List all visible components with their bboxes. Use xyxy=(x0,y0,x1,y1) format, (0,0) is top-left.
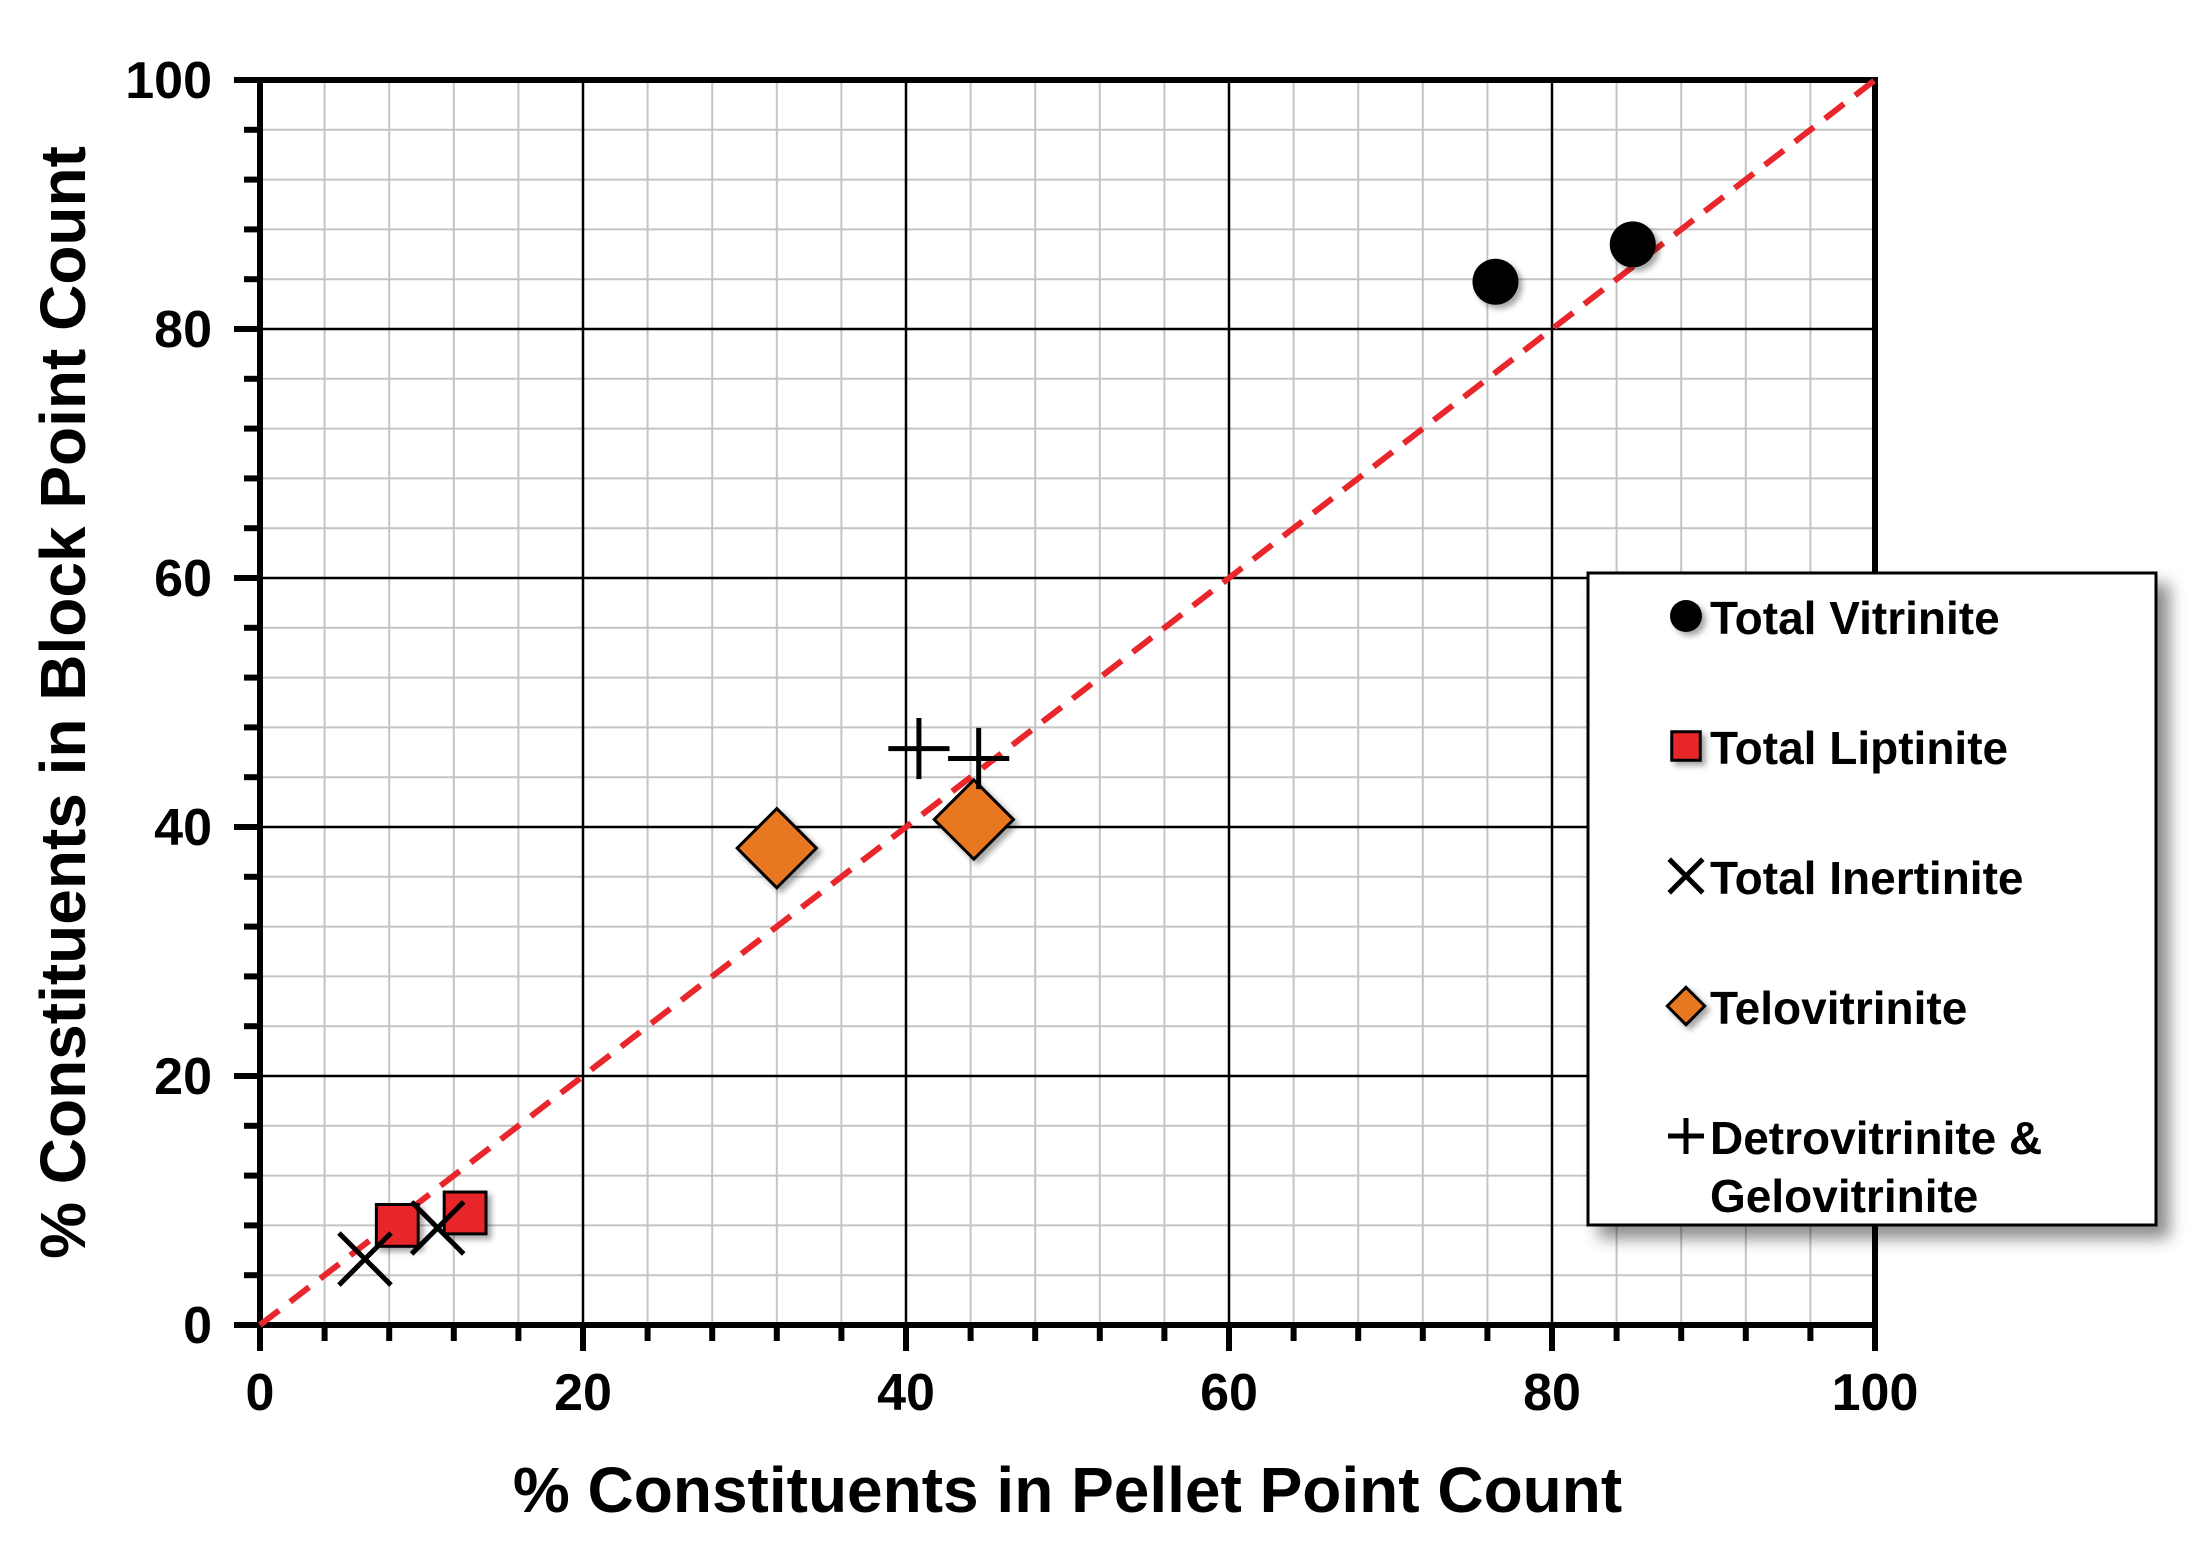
y-tick-labels: 0 20 40 60 80 100 xyxy=(125,52,212,1355)
x-marker-stroke xyxy=(1667,857,1705,895)
square-marker xyxy=(1670,730,1702,762)
legend-item: Total Inertinite xyxy=(1667,852,2024,904)
point-diamond-3-1 xyxy=(932,777,1016,862)
legend-label: Total Inertinite xyxy=(1710,852,2024,904)
legend-label-line: Detrovitrinite & xyxy=(1710,1112,2042,1164)
x-marker-stroke xyxy=(337,1231,393,1287)
legend-marker-square xyxy=(1670,730,1702,762)
circle-marker xyxy=(1609,221,1656,268)
legend-marker-diamond xyxy=(1665,985,1707,1027)
legend-label-line: Gelovitrinite xyxy=(1710,1170,1978,1222)
y-tick-label: 60 xyxy=(154,550,212,608)
circle-marker xyxy=(1472,258,1519,305)
legend-box xyxy=(1586,571,2158,1227)
x-tick-label: 60 xyxy=(1200,1364,1258,1422)
legend-marker-x xyxy=(1667,857,1705,895)
legend-marker-circle xyxy=(1670,600,1702,632)
legend-item: Total Vitrinite xyxy=(1670,592,2000,644)
point-circle-0-0 xyxy=(1472,258,1519,305)
y-axis-title: % Constituents in Block Point Count xyxy=(27,146,99,1259)
x-tick-label: 0 xyxy=(246,1364,275,1422)
legend-item: Total Liptinite xyxy=(1670,722,2008,774)
y-tick-label: 80 xyxy=(154,301,212,359)
data-points xyxy=(337,221,1656,1287)
x-tick-label: 40 xyxy=(877,1364,935,1422)
point-diamond-3-0 xyxy=(735,806,819,890)
point-plus-4-1 xyxy=(948,727,1010,790)
square-marker xyxy=(374,1203,420,1248)
point-x-2-0 xyxy=(337,1231,393,1287)
y-tick-label: 40 xyxy=(154,799,212,857)
x-tick-labels: 0 20 40 60 80 100 xyxy=(246,1364,1919,1422)
legend-label: Telovitrinite xyxy=(1710,982,1967,1034)
legend-label: Total Liptinite xyxy=(1710,722,2008,774)
point-x-2-1 xyxy=(409,1200,466,1256)
point-circle-0-1 xyxy=(1609,221,1656,268)
point-plus-4-0 xyxy=(888,717,950,780)
point-square-1-0 xyxy=(374,1203,420,1248)
diamond-marker xyxy=(932,777,1016,862)
legend-marker-plus xyxy=(1668,1118,1704,1154)
y-tick-label: 100 xyxy=(125,52,212,110)
x-marker-stroke xyxy=(409,1200,466,1256)
x-tick-label: 20 xyxy=(554,1364,612,1422)
x-tick-label: 80 xyxy=(1523,1364,1581,1422)
diamond-marker xyxy=(1665,985,1707,1027)
legend-item: Telovitrinite xyxy=(1665,982,1967,1034)
y-tick-label: 20 xyxy=(154,1048,212,1106)
legend-label: Total Vitrinite xyxy=(1710,592,2000,644)
legend-item: Detrovitrinite & Gelovitrinite xyxy=(1668,1112,2042,1222)
circle-marker xyxy=(1670,600,1702,632)
x-axis-title: % Constituents in Pellet Point Count xyxy=(513,1454,1622,1526)
diamond-marker xyxy=(735,806,819,890)
legend: Total Vitrinite Total Liptinite Total Iner… xyxy=(1586,571,2158,1227)
y-tick-label: 0 xyxy=(183,1297,212,1355)
x-tick-label: 100 xyxy=(1832,1364,1919,1422)
